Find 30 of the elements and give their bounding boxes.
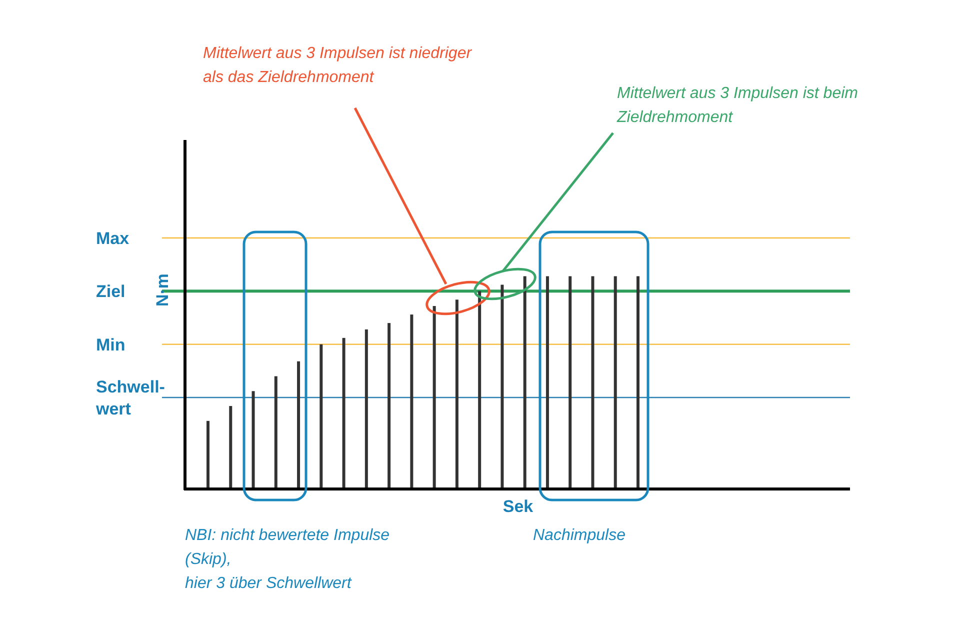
bar — [297, 361, 300, 489]
ref-line-label: Min — [96, 335, 126, 354]
ref-line-label: Ziel — [96, 282, 126, 302]
ref-line-label: Max — [96, 228, 130, 248]
bar — [274, 376, 278, 489]
bar — [342, 338, 346, 489]
bar — [364, 329, 368, 489]
bar — [568, 276, 572, 489]
text: Mittelwert aus 3 Impulsen ist niedriger als das Zieldrehmoment — [203, 44, 472, 88]
bar — [206, 420, 210, 489]
bar — [500, 284, 504, 489]
bar — [546, 276, 549, 489]
bar — [636, 276, 640, 489]
bar — [523, 276, 526, 489]
bar — [320, 344, 323, 489]
text: Mittelwert aus 3 Impulsen ist beim Zieldrehmoment — [617, 84, 858, 128]
text: NBI: nicht bewertete Impulse (Skip), hier 3 über Schwellwert — [185, 526, 390, 594]
ref-line-label: Schwell- wert — [95, 378, 165, 419]
text: Nachimpulse — [533, 526, 626, 546]
bar — [614, 276, 617, 489]
bar — [432, 306, 436, 489]
y-axis-title: N·m — [153, 273, 172, 307]
bar — [455, 300, 458, 489]
bar — [591, 276, 594, 489]
bar — [388, 323, 391, 489]
bar — [229, 406, 232, 489]
bar — [478, 291, 482, 489]
x-axis-title: Sek — [502, 497, 534, 516]
bar — [252, 391, 255, 489]
bar — [410, 314, 414, 489]
